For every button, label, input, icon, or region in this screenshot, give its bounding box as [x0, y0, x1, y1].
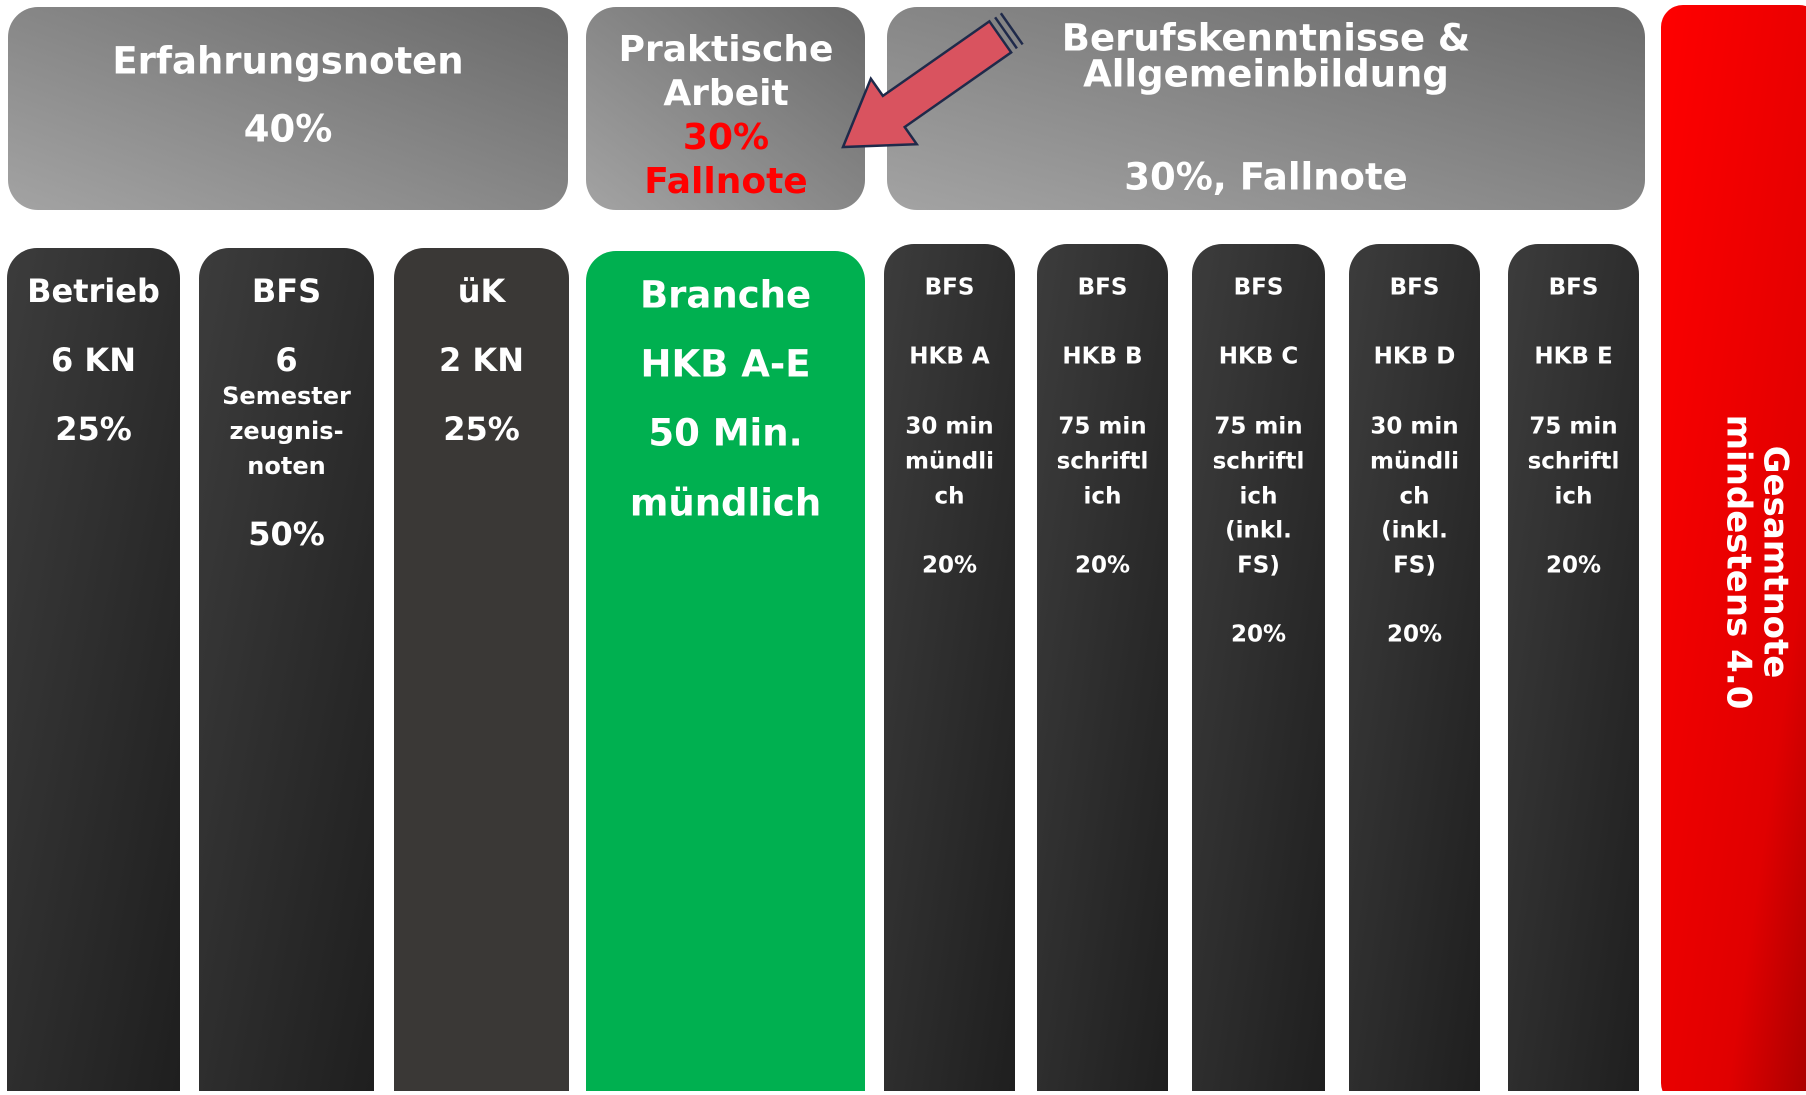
column-box — [7, 248, 180, 1095]
column-text: 20% — [1075, 553, 1130, 579]
column-text: ich — [1084, 484, 1122, 510]
header-box — [887, 7, 1645, 210]
header-box — [586, 7, 865, 210]
header-detail: 40% — [244, 108, 333, 151]
column-text: (inkl. — [1381, 518, 1448, 544]
column-box — [1037, 244, 1168, 1095]
arrow — [841, 12, 1024, 149]
header-weight: 30% — [683, 117, 769, 158]
column-text: Semester — [222, 382, 351, 410]
column-text: BFS — [1078, 275, 1128, 301]
column-text: ich — [1240, 484, 1278, 510]
headers: Erfahrungsnoten 40% Praktische Arbeit 30… — [8, 7, 1645, 210]
column-text: 75 min — [1214, 414, 1302, 440]
column-text: 2 KN — [439, 341, 524, 379]
column-text: BFS — [925, 275, 975, 301]
column-text: 20% — [1546, 553, 1601, 579]
column-text: ch — [1399, 484, 1429, 510]
column-text: 50% — [248, 515, 325, 553]
column-text: mündlich — [630, 482, 821, 525]
column-text: zeugnis- — [229, 417, 343, 445]
header-title: Allgemeinbildung — [1083, 53, 1449, 96]
arrow-stripe — [999, 12, 1024, 46]
column-text: üK — [458, 272, 507, 310]
column-text: HKB D — [1374, 344, 1456, 370]
column-text: 20% — [1231, 622, 1286, 648]
column-text: BFS — [1234, 275, 1284, 301]
total-box — [1661, 5, 1806, 1095]
header-note: Fallnote — [644, 161, 807, 202]
column-text: noten — [247, 452, 325, 480]
column-box — [394, 248, 569, 1095]
column-box — [199, 248, 374, 1095]
column-text: 20% — [922, 553, 977, 579]
column-text: HKB B — [1062, 344, 1142, 370]
arrow-stripe — [994, 16, 1018, 50]
column-box — [1508, 244, 1639, 1095]
header-title: Berufskenntnisse & — [1062, 17, 1470, 60]
column-text: Branche — [640, 274, 811, 317]
column-text: HKB C — [1219, 344, 1299, 370]
header-title: Arbeit — [663, 73, 788, 114]
total-text: mindestens 4.0 — [1719, 415, 1759, 710]
column-text: Betrieb — [27, 272, 160, 310]
column-text: ch — [934, 484, 964, 510]
header-title: Praktische — [619, 29, 834, 70]
column-text: 6 KN — [51, 341, 136, 379]
column-text: HKB A-E — [641, 343, 811, 386]
column-text: ich — [1555, 484, 1593, 510]
column-text: schriftl — [1528, 449, 1620, 475]
column-text: FS) — [1393, 553, 1436, 579]
column-text: mündli — [1370, 449, 1459, 475]
total-text: Gesamtnote — [1756, 446, 1796, 679]
column-text: (inkl. — [1225, 518, 1292, 544]
column-text: 50 Min. — [648, 412, 802, 455]
column-box — [1192, 244, 1325, 1095]
column-box — [884, 244, 1015, 1095]
column-text: HKB E — [1534, 344, 1612, 370]
header-detail: 30%, Fallnote — [1124, 156, 1407, 199]
column-text: 25% — [55, 410, 132, 448]
arrow-shape — [841, 19, 1013, 149]
column-box — [586, 251, 865, 1095]
column-text: 6 — [275, 341, 297, 379]
columns: Betrieb 6 KN 25% BFS 6 Semester zeugnis-noten 5… — [7, 244, 1639, 1095]
column-text: BFS — [1549, 275, 1599, 301]
column-text: 20% — [1387, 622, 1442, 648]
column-text: BFS — [1390, 275, 1440, 301]
column-text: 30 min — [1370, 414, 1458, 440]
column-text: BFS — [252, 272, 321, 310]
column-text: schriftl — [1057, 449, 1149, 475]
column-box — [1349, 244, 1480, 1095]
column-text: HKB A — [909, 344, 990, 370]
column-text: mündli — [905, 449, 994, 475]
column-text: 75 min — [1529, 414, 1617, 440]
column-text: 75 min — [1058, 414, 1146, 440]
column-text: schriftl — [1213, 449, 1305, 475]
header-title: Erfahrungsnoten — [112, 40, 463, 83]
header-box — [8, 7, 568, 210]
column-text: 30 min — [905, 414, 993, 440]
column-text: FS) — [1237, 553, 1280, 579]
column-text: 25% — [443, 410, 520, 448]
